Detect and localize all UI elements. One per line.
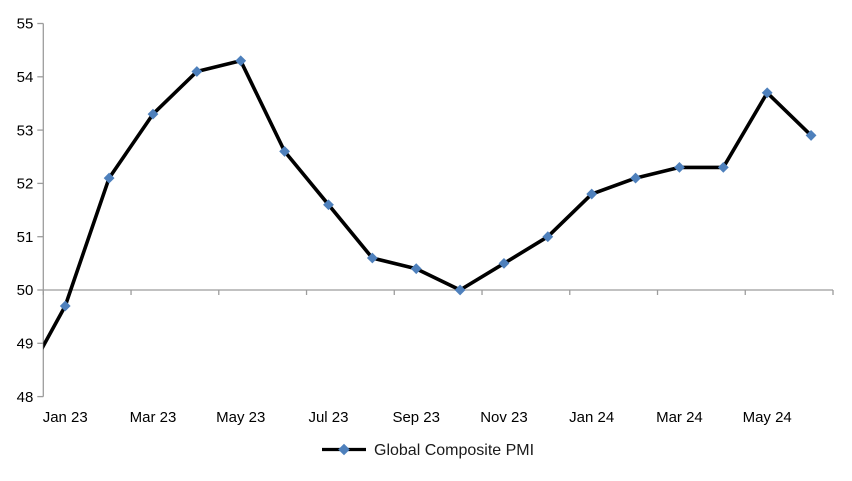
data-point-marker	[805, 130, 817, 141]
y-axis-labels: 55 54 53 52 51 50 49 48	[17, 16, 34, 406]
x-axis-tick-label: May 24	[743, 409, 792, 426]
y-axis-tick-label: 49	[17, 336, 34, 353]
x-axis-tick-label: May 23	[216, 409, 265, 426]
data-point-marker	[410, 263, 422, 275]
data-point-marker	[147, 108, 159, 120]
data-point-marker	[498, 257, 510, 269]
x-axis-tick-label: Jan 23	[43, 409, 88, 426]
x-axis-labels: Jan 23 Mar 23 May 23 Jul 23 Sep 23 Nov 23 Jan …	[43, 409, 792, 426]
y-axis-tick-label: 50	[17, 282, 34, 299]
x-axis-tick-label: Nov 23	[480, 409, 528, 426]
data-point-marker	[191, 66, 203, 77]
x-axis-tick-label: Jul 23	[308, 409, 348, 426]
pmi-series	[43, 55, 817, 350]
y-axis-tick-label: 54	[17, 69, 34, 86]
x-axis-tick-label: Sep 23	[392, 409, 440, 426]
y-axis-tick-label: 48	[17, 389, 34, 406]
x-axis-tick-label: Mar 23	[130, 409, 177, 426]
data-point-marker	[761, 87, 773, 99]
data-point-marker	[586, 188, 598, 200]
data-point-marker	[279, 146, 290, 157]
data-point-marker	[323, 199, 334, 211]
data-point-marker	[542, 231, 554, 243]
data-point-marker	[717, 162, 729, 173]
pmi-line	[43, 58, 813, 350]
data-point-marker	[630, 172, 641, 184]
data-point-marker	[366, 252, 378, 264]
legend: Global Composite PMI	[322, 442, 534, 459]
legend-label: Global Composite PMI	[374, 442, 534, 459]
axes	[37, 22, 834, 398]
y-axis-tick-label: 51	[17, 229, 34, 246]
data-point-marker	[454, 284, 466, 296]
x-axis-tick-label: Mar 24	[656, 409, 703, 426]
y-axis-tick-label: 52	[17, 176, 34, 193]
data-point-marker	[235, 55, 247, 67]
y-axis-tick-label: 53	[17, 122, 34, 139]
y-axis-tick-label: 55	[17, 16, 34, 33]
data-point-marker	[674, 162, 685, 173]
data-point-marker	[59, 300, 71, 312]
x-axis-tick-label: Jan 24	[569, 409, 614, 426]
legend-diamond-icon	[338, 443, 350, 456]
data-point-marker	[103, 172, 115, 184]
